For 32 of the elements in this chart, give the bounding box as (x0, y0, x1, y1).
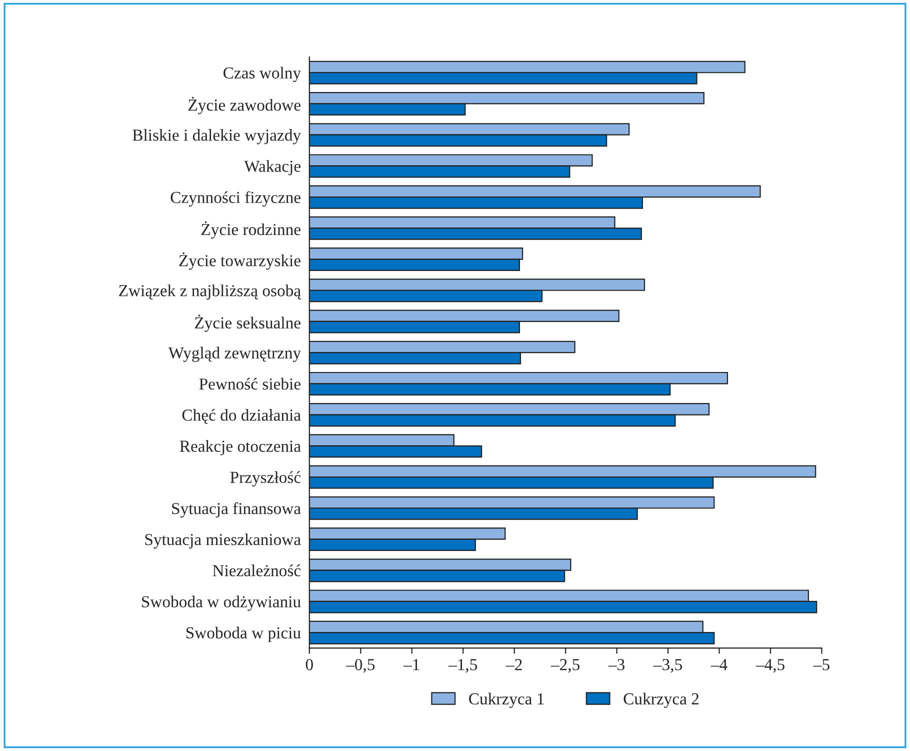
y-tick-label: Sytuacja mieszkaniowa (145, 533, 301, 549)
y-tick-label: Bliskie i dalekie wyjazdy (132, 129, 301, 144)
legend-label: Cukrzyca 2 (624, 692, 699, 708)
y-tick-label: Chęć do działania (182, 409, 301, 424)
x-tick-label: –0,5 (346, 659, 375, 673)
x-tick-label: –2,5 (550, 659, 580, 673)
x-tick-label: –4,5 (756, 659, 784, 673)
y-tick-label: Życie rodzinne (201, 221, 300, 239)
y-tick-label: Przyszłość (230, 471, 301, 486)
y-tick-label: Życie zawodowe (188, 96, 300, 114)
y-tick-label: Życie seksualne (194, 314, 300, 332)
x-tick-label: –2 (506, 659, 522, 670)
x-tick-label: –1 (403, 659, 420, 670)
y-tick-label: Niezależność (212, 564, 301, 576)
y-tick-label: Czynności fizyczne (170, 191, 300, 207)
y-tick-label: Życie towarzyskie (179, 252, 300, 270)
x-tick-label: –4 (710, 659, 728, 670)
y-tick-label: Swoboda w piciu (186, 626, 301, 642)
x-tick-label: –3 (608, 659, 624, 670)
x-tick-label: –5 (813, 659, 830, 670)
y-tick-label: Związek z najbliższą osobą (119, 284, 302, 300)
y-tick-label: Wygląd zewnętrzny (168, 346, 301, 362)
legend-label: Cukrzyca 1 (469, 692, 544, 708)
y-tick-label: Reakcje otoczenia (180, 440, 301, 456)
y-tick-label: Swoboda w odżywianiu (142, 596, 301, 611)
y-tick-label: Sytuacja finansowa (172, 502, 301, 518)
y-tick-label: Czas wolny (224, 66, 301, 82)
x-tick-label: 0 (306, 659, 313, 670)
x-tick-label: –3,5 (653, 659, 682, 673)
x-tick-label: –1,5 (448, 659, 478, 673)
y-tick-label: Wakacje (244, 160, 300, 176)
y-tick-label: Pewność siebie (199, 378, 300, 390)
